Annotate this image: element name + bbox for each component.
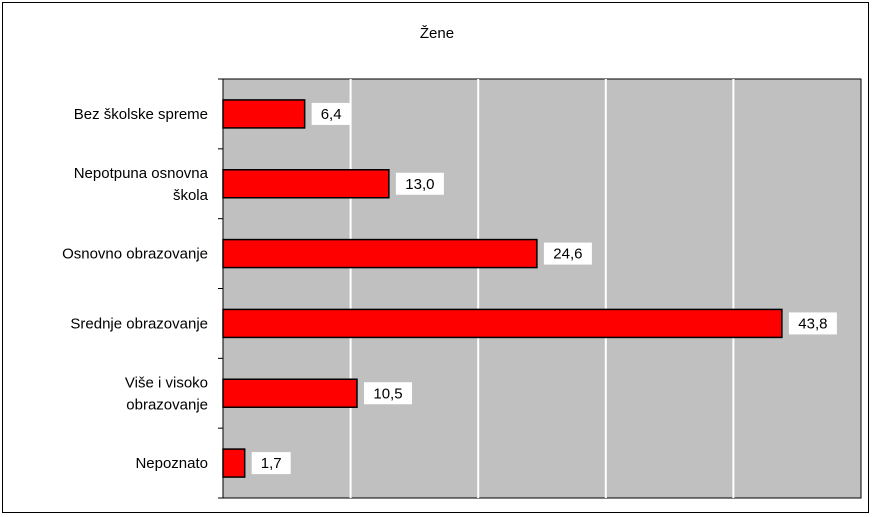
data-label-box xyxy=(251,452,291,475)
data-label-box xyxy=(788,312,837,335)
plot-background xyxy=(222,78,862,499)
category-label: Srednje obrazovanje xyxy=(70,315,208,332)
data-label-box xyxy=(311,102,351,125)
data-label-box xyxy=(395,172,444,195)
chart-title: Žene xyxy=(420,25,454,42)
category-label: obrazovanje xyxy=(126,396,208,413)
category-label: Bez školske spreme xyxy=(74,106,208,123)
bar xyxy=(222,308,783,339)
data-label: 13,0 xyxy=(405,176,434,193)
category-label: Nepotpuna osnovna xyxy=(74,165,209,182)
bar xyxy=(222,448,246,478)
category-label: Nepoznato xyxy=(135,455,208,472)
data-label: 6,4 xyxy=(321,106,342,123)
category-label: škola xyxy=(173,187,209,204)
plot-area: 6,4 Bez školske spreme 13,0 Nepotpuna osnov… xyxy=(62,78,862,499)
data-label: 24,6 xyxy=(553,246,582,263)
data-label: 43,8 xyxy=(798,315,827,332)
bar xyxy=(222,238,538,269)
data-label: 10,5 xyxy=(373,385,402,402)
data-label: 1,7 xyxy=(261,455,282,472)
data-label-box xyxy=(363,382,412,405)
bar xyxy=(222,169,390,199)
category-label: Više i visoko xyxy=(125,374,208,391)
data-label-box xyxy=(543,242,592,265)
bar xyxy=(222,378,358,408)
bar xyxy=(222,99,306,129)
category-label: Osnovno obrazovanje xyxy=(62,246,208,263)
